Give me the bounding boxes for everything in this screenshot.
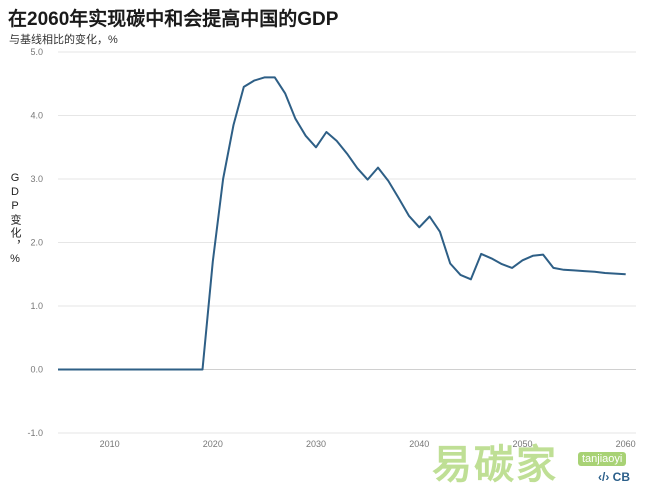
- gridlines: [58, 51, 636, 434]
- chart-subtitle: 与基线相比的变化，%: [9, 34, 118, 46]
- x-tick-label: 2060: [616, 439, 636, 449]
- brand-logo: ‹/› CB: [598, 470, 630, 484]
- y-tick-label: -1.0: [27, 428, 43, 438]
- x-tick-labels: 2010 2020 2030 2040 2050 2060: [100, 439, 636, 449]
- y-axis-label: GDP变化，%: [9, 172, 21, 267]
- watermark-logo: 易碳家: [432, 442, 558, 488]
- y-tick-label: 4.0: [30, 111, 43, 121]
- series-line: [58, 76, 626, 371]
- y-tick-label: 1.0: [30, 301, 43, 311]
- y-tick-label: 0.0: [30, 365, 43, 375]
- y-tick-label: 3.0: [30, 174, 43, 184]
- x-tick-label: 2050: [512, 439, 532, 449]
- x-tick-label: 2030: [306, 439, 326, 449]
- chart-title: 在2060年实现碳中和会提高中国的GDP: [8, 9, 339, 30]
- x-tick-label: 2020: [203, 439, 223, 449]
- x-tick-label: 2010: [100, 439, 120, 449]
- y-tick-labels: 5.0 4.0 3.0 2.0 1.0 0.0 -1.0: [27, 47, 43, 438]
- x-tick-label: 2040: [409, 439, 429, 449]
- series-layer: [58, 76, 626, 371]
- y-tick-label: 2.0: [30, 238, 43, 248]
- watermark-sub: tanjiaoyi: [578, 452, 627, 466]
- y-tick-label: 5.0: [30, 47, 43, 57]
